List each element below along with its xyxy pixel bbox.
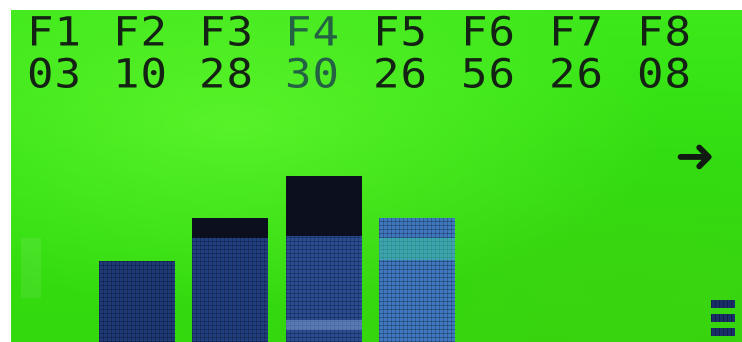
level-bar-2 <box>192 218 268 342</box>
channel-name-f1: F1 <box>27 10 82 56</box>
channel-value-f6: 56 <box>461 50 516 98</box>
scroll-indicator-segment <box>711 300 735 308</box>
level-bar-4 <box>379 218 455 342</box>
right-arrow-icon: ➜ <box>675 128 716 184</box>
channel-name-f3: F3 <box>199 10 254 56</box>
channel-name-f6: F6 <box>461 10 516 56</box>
channel-name-f8: F8 <box>637 10 692 56</box>
level-bar-1 <box>99 261 175 342</box>
channel-name-f4: F4 <box>285 10 340 56</box>
channel-value-f1: 03 <box>27 50 82 98</box>
channel-value-f4: 30 <box>285 50 340 98</box>
channel-value-f2: 10 <box>113 50 168 98</box>
channel-value-f5: 26 <box>373 50 428 98</box>
lcd-screen: F1 F2 F3 F4 F5 F6 F7 F8 03 10 28 30 26 5… <box>11 10 742 342</box>
scroll-indicator-segment <box>711 328 735 336</box>
level-bar-2-cap <box>192 218 268 238</box>
channel-name-f2: F2 <box>113 10 168 56</box>
channel-value-f7: 26 <box>549 50 604 98</box>
screen-glare <box>21 238 41 298</box>
channel-name-f5: F5 <box>373 10 428 56</box>
scroll-indicator-segment <box>711 314 735 322</box>
channel-value-f8: 08 <box>637 50 692 98</box>
channel-name-f7: F7 <box>549 10 604 56</box>
level-bar-3-cap <box>286 176 362 236</box>
channel-value-f3: 28 <box>199 50 254 98</box>
level-bar-3 <box>286 176 362 342</box>
